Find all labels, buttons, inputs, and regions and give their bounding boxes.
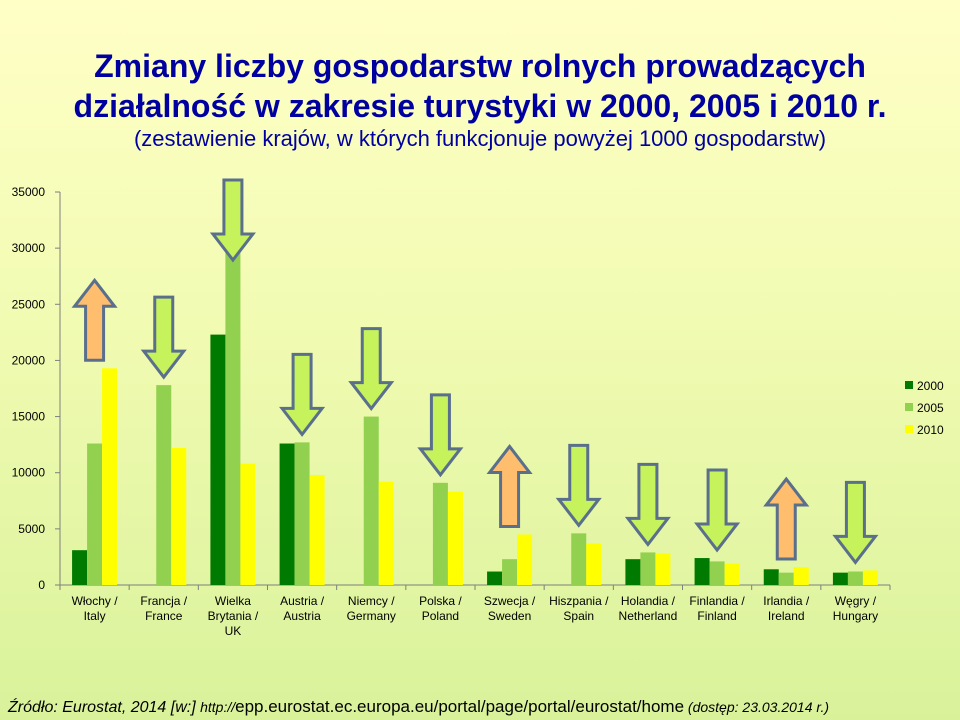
bar-2000 (625, 559, 641, 585)
arrow-down-icon (832, 480, 879, 565)
category-label: UK (225, 624, 242, 638)
arrow-down-icon (348, 327, 395, 412)
category-label: Spain (563, 609, 594, 623)
category-label: Szwecja / (484, 594, 536, 608)
legend-swatch-2005 (905, 403, 913, 411)
legend-label-2010: 2010 (917, 423, 944, 437)
category-label: Poland (422, 609, 459, 623)
category-label: Hungary (833, 609, 878, 623)
legend-label-2005: 2005 (917, 401, 944, 415)
arrow-down-icon (694, 468, 741, 553)
source-url-start: http:// (200, 699, 236, 715)
category-label: Finlandia / (689, 594, 745, 608)
category-label: Polska / (419, 594, 462, 608)
bar-2000 (72, 550, 88, 585)
arrow-down-icon (140, 295, 187, 380)
bar-2005 (432, 482, 448, 585)
bar-2000 (487, 571, 503, 585)
legend-swatch-2010 (905, 425, 913, 433)
arrow-up-icon (763, 476, 810, 561)
bar-2010 (517, 534, 533, 585)
category-label: Austria (283, 609, 321, 623)
legend-label-2000: 2000 (917, 379, 944, 393)
category-label: Holandia / (621, 594, 676, 608)
y-tick-label: 20000 (12, 353, 46, 367)
chart-subtitle: (zestawienie krajów, w których funkcjonu… (133, 126, 827, 151)
y-tick-label: 25000 (12, 297, 46, 311)
arrow-down-icon (417, 393, 464, 478)
chart-title-line-1: Zmiany liczby gospodarstw rolnych prowad… (94, 48, 866, 84)
bar-2010 (240, 463, 256, 585)
category-label: Germany (347, 609, 396, 623)
y-tick-label: 0 (38, 578, 45, 592)
category-label: Ireland (768, 609, 805, 623)
arrow-up-icon (71, 277, 118, 362)
category-label: Węgry / (835, 594, 877, 608)
source-note: Źródło: Eurostat, 2014 [w:] http://epp.e… (8, 697, 829, 717)
arrow-down-icon (555, 443, 602, 528)
bar-2005 (294, 442, 310, 585)
bar-2000 (763, 569, 779, 585)
category-label: Italy (84, 609, 106, 623)
bar-2005 (640, 552, 656, 585)
y-tick-label: 5000 (18, 522, 45, 536)
chart-title-line-2: działalność w zakresie turystyki w 2000,… (73, 88, 887, 124)
bar-2005 (778, 572, 794, 585)
bar-2010 (586, 543, 602, 585)
bar-2010 (447, 491, 463, 585)
source-url[interactable]: epp.eurostat.ec.europa.eu/portal/page/po… (235, 697, 685, 716)
category-label: Brytania / (208, 609, 259, 623)
category-label: Francja / (140, 594, 187, 608)
bar-2005 (156, 385, 172, 585)
arrow-down-icon (209, 178, 256, 263)
y-tick-label: 15000 (12, 410, 46, 424)
bar-2005 (363, 416, 379, 585)
bar-2010 (724, 563, 740, 585)
category-label: Irlandia / (763, 594, 810, 608)
y-tick-label: 10000 (12, 466, 46, 480)
bar-2000 (832, 572, 848, 585)
bar-2005 (225, 223, 241, 585)
arrow-down-icon (624, 462, 671, 547)
source-access-date: (dostęp: 23.03.2014 r.) (684, 699, 830, 715)
bar-2010 (793, 567, 809, 585)
category-label: Austria / (280, 594, 325, 608)
category-label: Netherland (619, 609, 678, 623)
bar-2005 (847, 571, 863, 585)
arrow-up-icon (486, 444, 533, 528)
bar-2010 (378, 481, 394, 585)
category-label: Finland (697, 609, 736, 623)
bar-2005 (709, 561, 725, 585)
legend-swatch-2000 (905, 381, 913, 389)
category-label: Hiszpania / (549, 594, 609, 608)
category-label: Wielka (215, 594, 251, 608)
y-tick-label: 30000 (12, 241, 46, 255)
bar-2005 (502, 559, 518, 585)
bar-2005 (87, 443, 103, 585)
bar-2010 (309, 474, 325, 585)
bar-2000 (210, 334, 226, 585)
bar-2005 (571, 533, 587, 585)
category-label: France (145, 609, 183, 623)
bar-2010 (655, 553, 671, 585)
bar-2010 (171, 448, 187, 585)
category-label: Sweden (488, 609, 531, 623)
bar-2000 (694, 558, 710, 585)
category-label: Niemcy / (348, 594, 395, 608)
bar-2000 (279, 443, 295, 585)
arrow-down-icon (279, 352, 326, 437)
source-prefix: Źródło: Eurostat, 2014 [w:] (8, 699, 201, 716)
y-tick-label: 35000 (12, 185, 46, 199)
bar-2010 (862, 570, 878, 585)
bar-2010 (102, 368, 118, 585)
category-label: Włochy / (72, 594, 119, 608)
